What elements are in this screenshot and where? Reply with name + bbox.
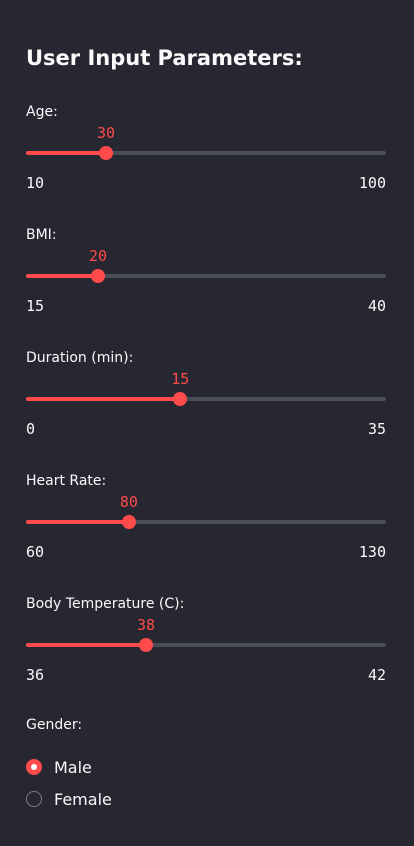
gender-option-male[interactable]: Male: [26, 751, 386, 783]
slider-value: 15: [171, 370, 190, 388]
bmi-slider: BMI: 20 15 40: [26, 227, 386, 317]
age-slider: Age: 30 10 100: [26, 104, 386, 194]
gender-option-female[interactable]: Female: [26, 783, 386, 815]
radio-unchecked-icon[interactable]: [26, 791, 42, 807]
slider-label: Body Temperature (C):: [26, 596, 185, 612]
slider-value: 80: [119, 493, 138, 511]
body-temperature-slider: Body Temperature (C): 38 36 42: [26, 596, 386, 686]
slider-max-label: 42: [367, 666, 386, 684]
slider-track-fill: [26, 643, 146, 647]
slider-min-label: 60: [26, 543, 45, 561]
slider-track[interactable]: [26, 151, 386, 155]
slider-label: Duration (min):: [26, 350, 134, 366]
radio-option-label: Female: [54, 789, 112, 809]
slider-thumb[interactable]: [121, 515, 136, 529]
slider-track-fill: [26, 274, 98, 278]
slider-min-label: 36: [26, 666, 45, 684]
gender-radio-group: Gender: Male Female: [26, 717, 386, 815]
radio-option-label: Male: [54, 757, 92, 777]
heart-rate-slider: Heart Rate: 80 60 130: [26, 473, 386, 563]
slider-thumb[interactable]: [99, 146, 113, 160]
slider-value: 38: [136, 616, 156, 634]
slider-min-label: 15: [26, 297, 45, 315]
slider-max-label: 130: [358, 543, 386, 561]
slider-thumb[interactable]: [91, 269, 105, 283]
slider-track[interactable]: [26, 397, 386, 401]
gender-label: Gender:: [26, 717, 83, 733]
slider-value: 30: [96, 124, 116, 142]
radio-checked-icon[interactable]: [26, 759, 42, 775]
slider-track-fill: [26, 151, 106, 155]
slider-max-label: 35: [367, 420, 386, 438]
slider-label: Age:: [26, 104, 58, 120]
slider-track[interactable]: [26, 274, 386, 278]
slider-thumb[interactable]: [139, 638, 153, 652]
slider-value: 20: [88, 247, 108, 265]
slider-min-label: 0: [26, 420, 36, 438]
slider-max-label: 40: [367, 297, 386, 315]
sidebar-title: User Input Parameters:: [26, 46, 303, 70]
slider-track-fill: [26, 520, 129, 524]
slider-thumb[interactable]: [173, 392, 188, 406]
slider-track[interactable]: [26, 643, 386, 647]
slider-track-fill: [26, 397, 181, 401]
slider-min-label: 10: [26, 174, 45, 192]
slider-label: Heart Rate:: [26, 473, 107, 489]
slider-max-label: 100: [358, 174, 386, 192]
slider-track[interactable]: [26, 520, 386, 524]
slider-label: BMI:: [26, 227, 57, 243]
duration-slider: Duration (min): 15 0 35: [26, 350, 386, 440]
